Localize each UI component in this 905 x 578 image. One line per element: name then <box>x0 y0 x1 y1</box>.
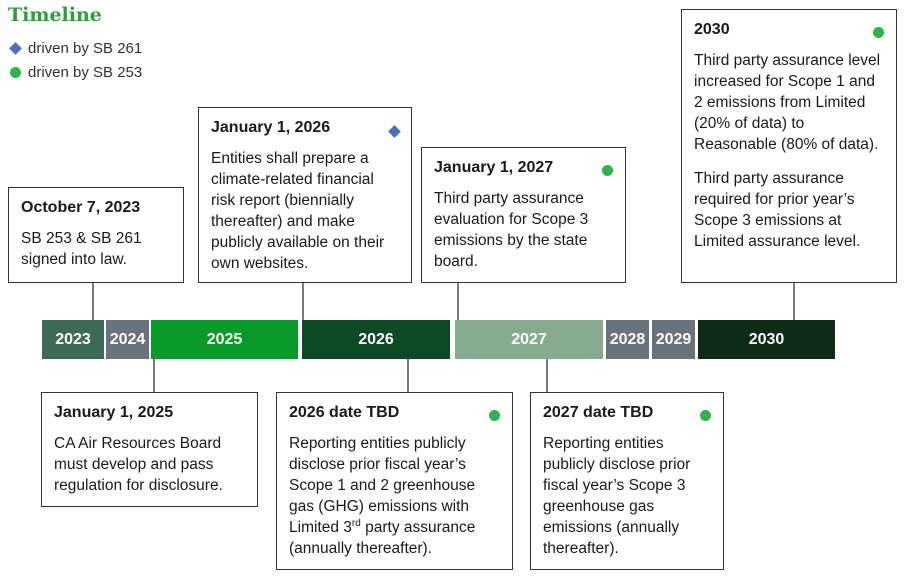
event-date: January 1, 2026 <box>211 119 331 136</box>
diamond-icon <box>8 42 22 55</box>
year-bar-2025: 2025 <box>151 320 298 359</box>
dot-icon <box>489 406 500 427</box>
event-text: Reporting entities publicly disclose pri… <box>289 435 476 557</box>
dot-icon <box>602 161 613 182</box>
connector-line <box>302 282 304 320</box>
event-box-jan-2026: January 1, 2026 Entities shall prepare a… <box>198 107 412 283</box>
event-box-oct-2023: October 7, 2023 SB 253 & SB 261 signed i… <box>8 187 184 283</box>
year-bar-2029: 2029 <box>652 320 695 359</box>
connector-line <box>457 282 459 320</box>
year-bar-2027: 2027 <box>455 320 603 359</box>
year-bar-2026: 2026 <box>302 320 450 359</box>
event-date: January 1, 2027 <box>434 159 554 176</box>
legend-label: driven by SB 253 <box>28 64 143 81</box>
year-bar-2028: 2028 <box>606 320 649 359</box>
event-box-jan-2025: January 1, 2025 CA Air Resources Board m… <box>41 392 258 507</box>
legend-item-sb253: driven by SB 253 <box>8 64 142 81</box>
event-text: Entities shall prepare a climate-related… <box>211 150 385 272</box>
event-box-2027-tbd: 2027 date TBD Reporting entities publicl… <box>530 392 724 570</box>
connector-line <box>153 359 155 393</box>
connector-line <box>546 359 548 393</box>
event-box-jan-2027: January 1, 2027 Third party assurance ev… <box>421 147 626 283</box>
diamond-icon <box>388 121 401 142</box>
dot-icon <box>873 23 884 44</box>
event-date: January 1, 2025 <box>54 404 174 421</box>
event-box-2026-tbd: 2026 date TBD Reporting entities publicl… <box>276 392 513 570</box>
event-text: Reporting entities publicly disclose pri… <box>543 435 691 557</box>
event-date: October 7, 2023 <box>21 199 141 216</box>
event-box-2030: 2030 Third party assurance level increas… <box>681 9 897 283</box>
connector-line <box>92 282 94 320</box>
event-date: 2027 date TBD <box>543 404 654 421</box>
legend-label: driven by SB 261 <box>28 40 143 57</box>
connector-line <box>407 359 409 393</box>
event-date: 2030 <box>694 21 730 38</box>
event-date: 2026 date TBD <box>289 404 400 421</box>
dot-icon <box>700 406 711 427</box>
page-title: Timeline <box>8 4 102 26</box>
connector-line <box>793 282 795 320</box>
event-text: Third party assurance required for prior… <box>694 170 861 250</box>
dot-icon <box>9 67 21 78</box>
legend-item-sb261: driven by SB 261 <box>8 40 142 57</box>
year-bar-2024: 2024 <box>106 320 149 359</box>
year-bar-2023: 2023 <box>42 320 104 359</box>
event-text: SB 253 & SB 261 signed into law. <box>21 230 142 268</box>
event-text: Third party assurance level increased fo… <box>694 52 881 153</box>
event-text: Third party assurance evaluation for Sco… <box>434 190 589 270</box>
event-text: CA Air Resources Board must develop and … <box>54 435 223 494</box>
year-bar-2030: 2030 <box>698 320 835 359</box>
